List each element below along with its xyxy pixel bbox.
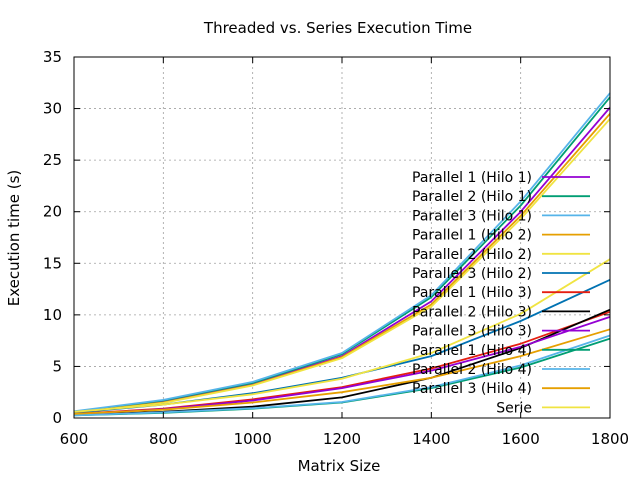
x-tick-label: 1000 [234, 430, 272, 448]
x-tick-label: 1200 [323, 430, 361, 448]
y-tick-label: 25 [43, 151, 62, 169]
y-tick-label: 35 [43, 48, 62, 66]
x-tick-label: 600 [60, 430, 89, 448]
series-line-13 [73, 258, 611, 413]
y-tick-label: 30 [43, 100, 62, 118]
series-lines [73, 92, 611, 417]
legend-label: Parallel 1 (Hilo 4) [412, 343, 532, 359]
legend-label: Parallel 1 (Hilo 2) [412, 228, 532, 244]
legend-label: Serie [496, 400, 532, 416]
series-line-3 [73, 92, 611, 413]
series-line-5 [73, 118, 611, 414]
legend-label: Parallel 2 (Hilo 4) [412, 362, 532, 378]
x-tick-label: 800 [149, 430, 178, 448]
chart-title: Threaded vs. Series Execution Time [203, 19, 472, 37]
legend-label: Parallel 2 (Hilo 3) [412, 304, 532, 320]
legend: Parallel 1 (Hilo 1) Parallel 2 (Hilo 1) Pa… [412, 170, 590, 416]
x-axis-label: Matrix Size [298, 457, 381, 475]
x-tick-label: 1400 [412, 430, 450, 448]
x-tick-label: 1600 [502, 430, 540, 448]
y-axis-label: Execution time (s) [5, 170, 23, 307]
legend-label: Parallel 3 (Hilo 2) [412, 266, 532, 282]
y-tick-label: 15 [43, 254, 62, 272]
legend-label: Parallel 3 (Hilo 1) [412, 208, 532, 224]
legend-label: Parallel 1 (Hilo 1) [412, 170, 532, 186]
legend-label: Parallel 3 (Hilo 4) [412, 381, 532, 397]
y-tick-label: 10 [43, 306, 62, 324]
x-tick-label: 1800 [591, 430, 629, 448]
legend-label: Parallel 3 (Hilo 3) [412, 324, 532, 340]
y-tick-label: 0 [52, 409, 62, 427]
series-line-12 [73, 328, 611, 415]
y-tick-label: 20 [43, 203, 62, 221]
legend-label: Parallel 2 (Hilo 2) [412, 247, 532, 263]
y-tick-label: 5 [52, 357, 62, 375]
legend-label: Parallel 2 (Hilo 1) [412, 189, 532, 205]
axis-ticks: 600 800 1000 1200 1400 1600 1800 0 5 10 15 20 25 30 35 [43, 48, 629, 448]
legend-label: Parallel 1 (Hilo 3) [412, 285, 532, 301]
